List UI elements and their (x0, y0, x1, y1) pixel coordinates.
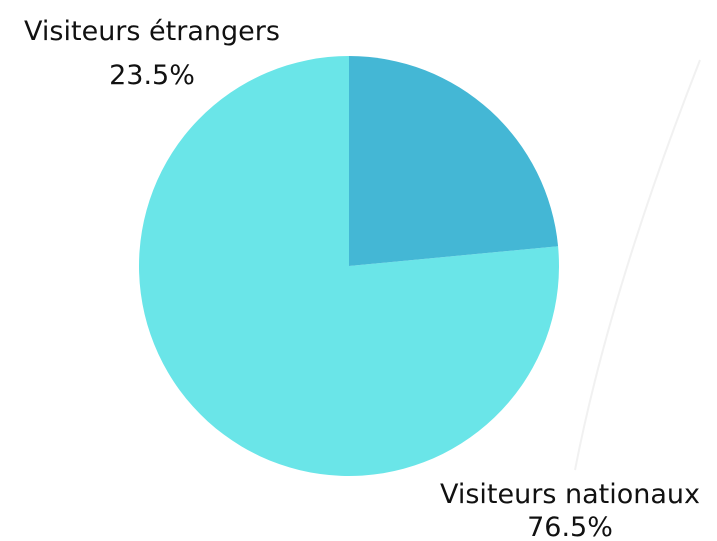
slice-value-visiteurs-etrangers: 23.5% (109, 60, 195, 91)
background-glare (574, 59, 701, 471)
pie-slice-visiteurs-nationaux (138, 56, 559, 476)
slice-label-visiteurs-etrangers: Visiteurs étrangers (24, 16, 280, 47)
pie-slice-visiteurs-etrangers (349, 56, 559, 266)
pie-slices (138, 56, 559, 476)
slice-label-visiteurs-nationaux: Visiteurs nationaux (440, 479, 700, 510)
slice-value-visiteurs-nationaux: 76.5% (527, 512, 613, 541)
